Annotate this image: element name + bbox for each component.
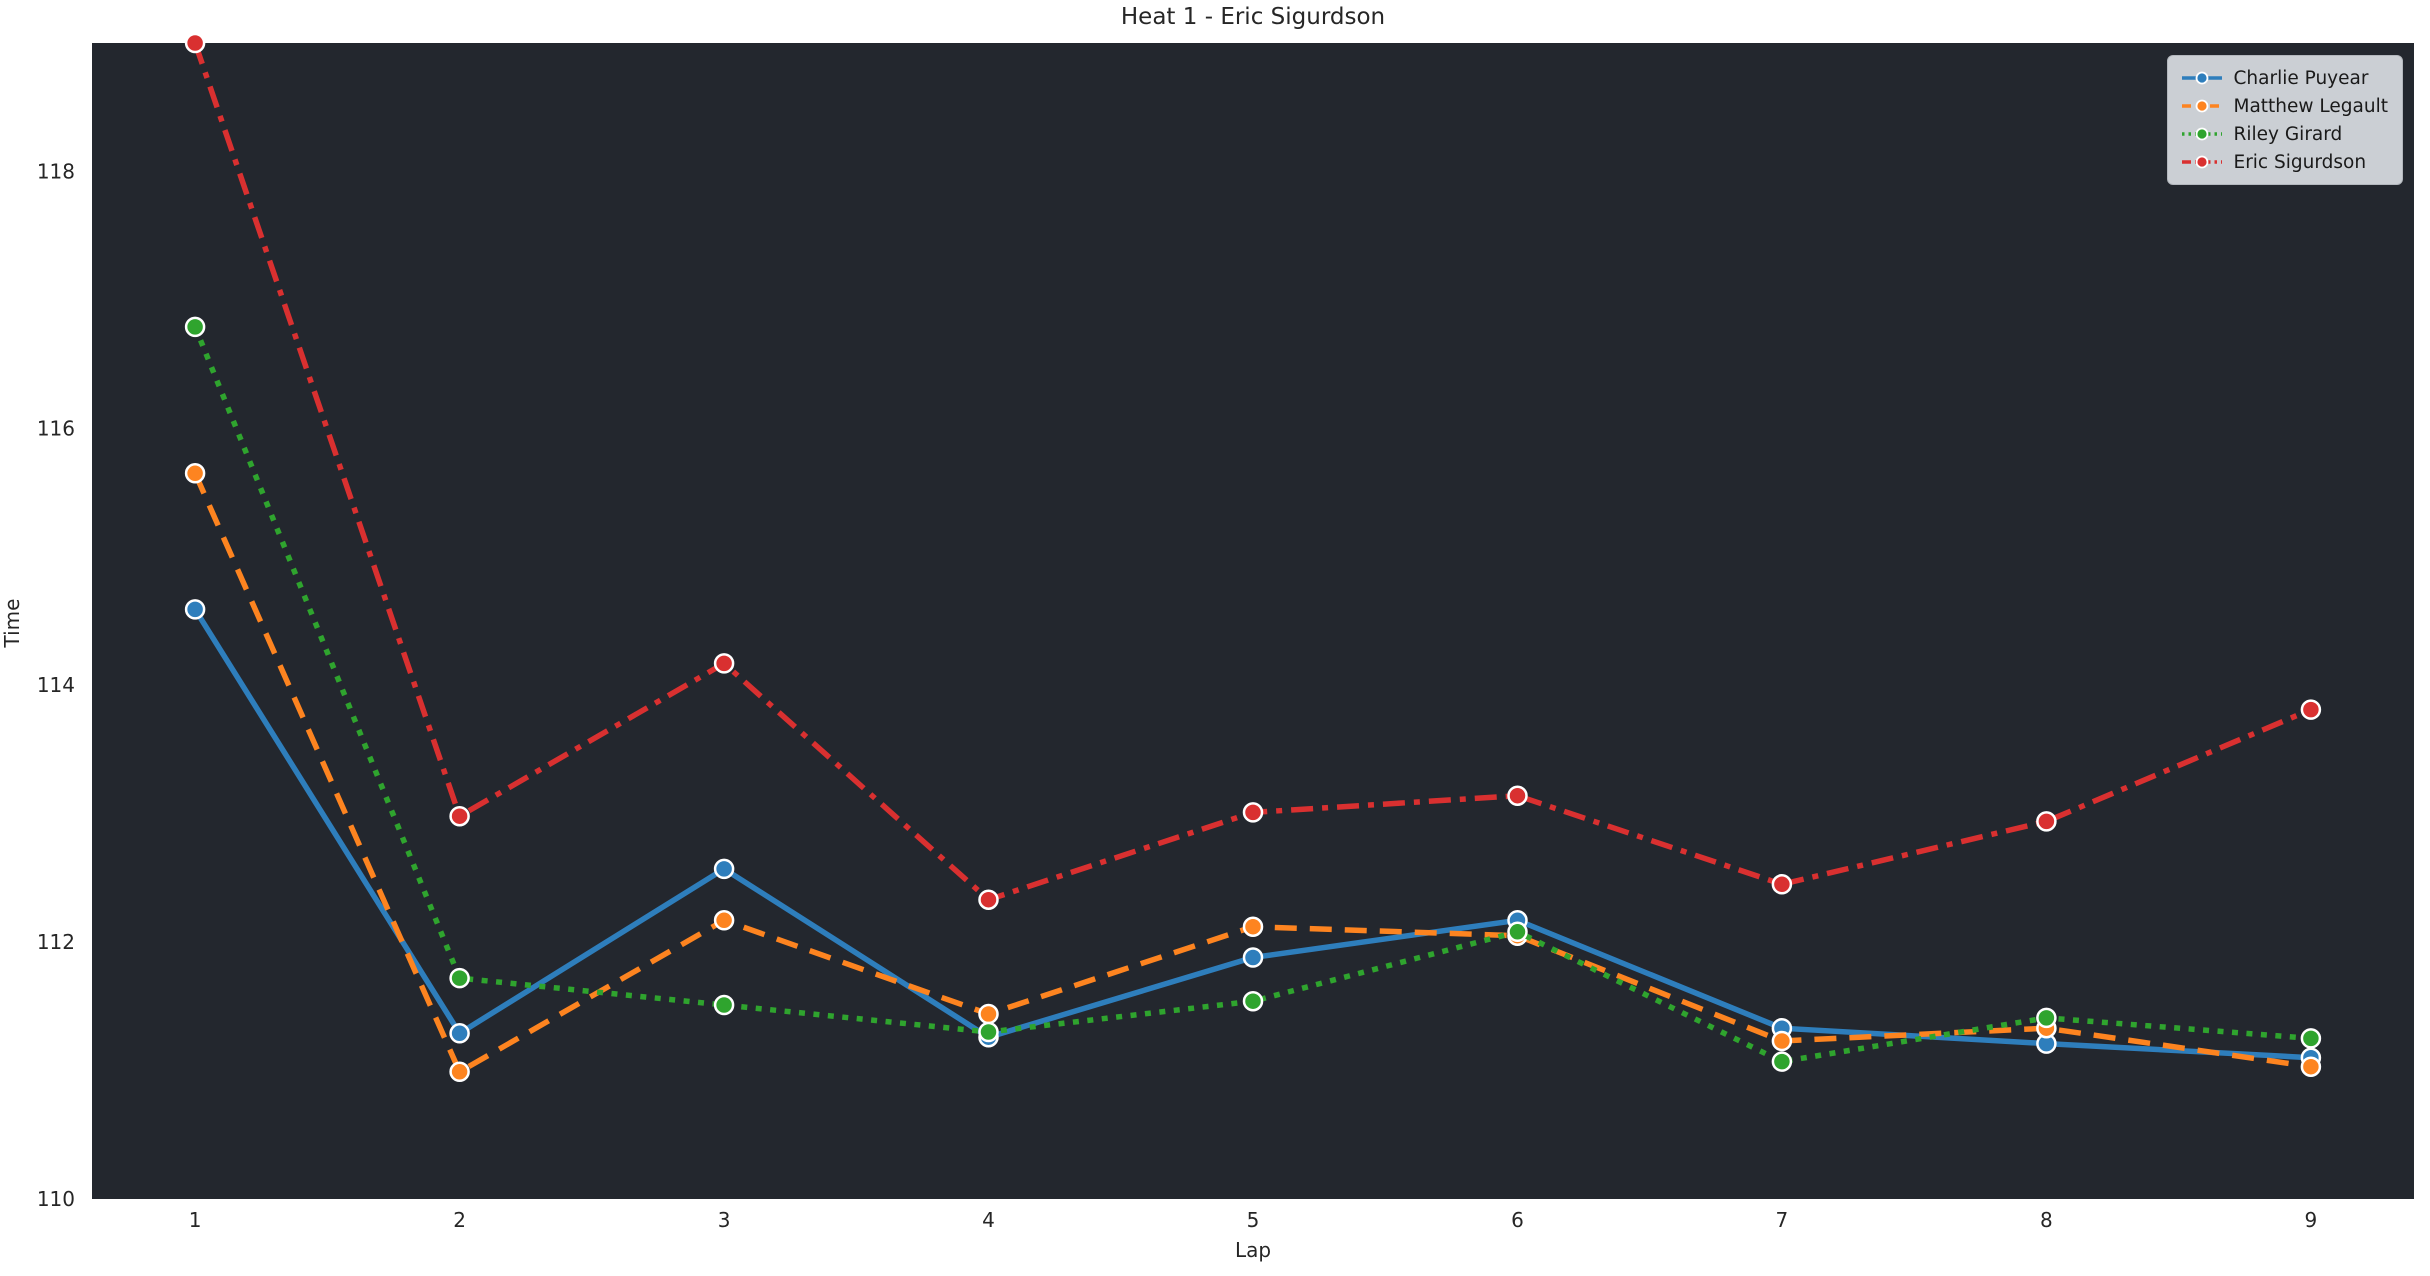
marker-matthew-legault-lap2 (449, 1061, 470, 1083)
legend-item-eric-sigurdson: Eric Sigurdson (2180, 148, 2389, 176)
marker-eric-sigurdson-lap5 (1242, 802, 1264, 823)
series-line-riley-girard (192, 325, 2312, 1065)
marker-riley-girard-lap9 (2300, 1028, 2322, 1049)
x-tick-label: 1 (189, 1208, 202, 1232)
y-tick-label: 110 (37, 1187, 75, 1211)
legend-item-charlie-puyear: Charlie Puyear (2180, 64, 2389, 92)
marker-eric-sigurdson-lap2 (449, 805, 470, 827)
marker-riley-girard-lap6 (1507, 921, 1528, 943)
marker-eric-sigurdson-lap4 (978, 889, 999, 910)
x-tick-label: 8 (2040, 1208, 2053, 1232)
legend: Charlie Puyear Matthew Legault Riley Girar… (2166, 55, 2403, 185)
y-tick-label: 114 (37, 673, 75, 697)
x-tick-label: 4 (982, 1208, 995, 1232)
legend-line-marker-icon (2181, 99, 2222, 113)
y-axis-label: Time (0, 598, 24, 648)
marker-riley-girard-lap7 (1771, 1051, 1793, 1072)
marker-matthew-legault-lap9 (2300, 1056, 2322, 1077)
marker-charlie-puyear-lap5 (1242, 947, 1264, 968)
marker-riley-girard-lap8 (2036, 1007, 2057, 1029)
marker-charlie-puyear-lap2 (449, 1023, 470, 1044)
marker-eric-sigurdson-lap7 (1771, 874, 1793, 895)
marker-charlie-puyear-lap3 (713, 858, 735, 880)
y-tick-label: 116 (37, 416, 75, 440)
marker-riley-girard-lap4 (978, 1021, 999, 1043)
marker-charlie-puyear-lap1 (184, 599, 206, 620)
marker-eric-sigurdson-lap8 (2036, 811, 2057, 832)
legend-label: Charlie Puyear (2233, 67, 2369, 89)
chart-title: Heat 1 - Eric Sigurdson (1120, 4, 1386, 30)
y-tick-label: 118 (37, 159, 75, 183)
marker-riley-girard-lap5 (1242, 990, 1264, 1012)
legend-label: Riley Girard (2233, 123, 2343, 145)
legend-line-marker-icon (2181, 127, 2222, 141)
x-tick-label: 9 (2304, 1208, 2317, 1232)
x-tick-label: 7 (1776, 1208, 1789, 1232)
marker-riley-girard-lap3 (713, 994, 735, 1016)
x-tick-label: 5 (1247, 1208, 1260, 1232)
legend-item-riley-girard: Riley Girard (2180, 120, 2389, 148)
legend-line-marker-icon (2181, 71, 2222, 85)
marker-matthew-legault-lap3 (713, 910, 735, 931)
x-tick-label: 6 (1511, 1208, 1524, 1232)
marker-matthew-legault-lap7 (1771, 1030, 1793, 1052)
x-tick-label: 2 (453, 1208, 466, 1232)
y-tick-label: 112 (37, 930, 75, 954)
legend-item-matthew-legault: Matthew Legault (2180, 92, 2389, 120)
marker-eric-sigurdson-lap9 (2300, 699, 2322, 720)
marker-matthew-legault-lap1 (184, 463, 206, 484)
marker-riley-girard-lap2 (449, 967, 470, 989)
marker-riley-girard-lap1 (184, 316, 206, 338)
marker-eric-sigurdson-lap3 (713, 653, 735, 674)
legend-label: Eric Sigurdson (2233, 151, 2367, 173)
legend-label: Matthew Legault (2233, 95, 2389, 117)
marker-eric-sigurdson-lap1 (184, 32, 206, 54)
marker-matthew-legault-lap5 (1242, 916, 1264, 937)
x-axis-label: Lap (1234, 1238, 1272, 1262)
legend-line-marker-icon (2181, 155, 2222, 169)
marker-eric-sigurdson-lap6 (1507, 785, 1528, 806)
marker-matthew-legault-lap4 (978, 1003, 999, 1025)
x-tick-label: 3 (718, 1208, 731, 1232)
